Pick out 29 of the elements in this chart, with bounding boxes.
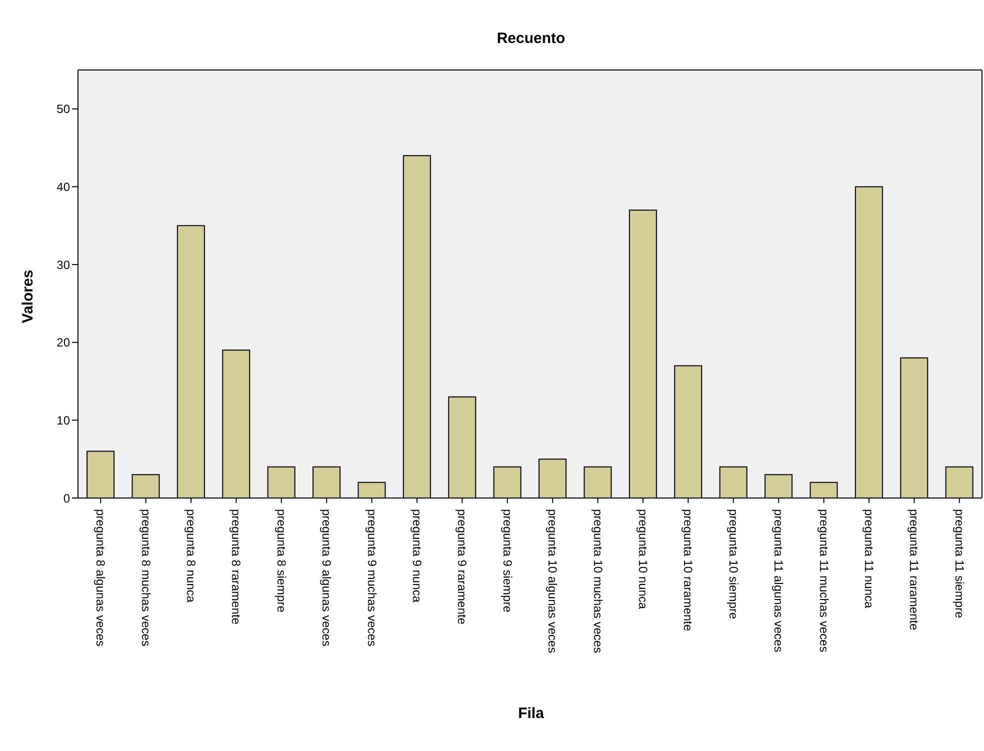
chart-title: Recuento — [496, 30, 566, 47]
y-tick-label: 10 — [56, 413, 70, 428]
x-tick-label: pregunta 8 nunca — [184, 509, 198, 603]
x-tick-label: pregunta 9 siempre — [500, 509, 514, 613]
x-tick-label: pregunta 10 algunas veces — [546, 509, 560, 654]
x-axis-title: Fila — [517, 705, 545, 722]
x-tick-label: pregunta 11 muchas veces — [816, 509, 831, 652]
x-tick-label: pregunta 8 algunas veces — [94, 509, 108, 646]
x-tick-label: pregunta 9 raramente — [455, 509, 470, 625]
x-tick-label: pregunta 10 siempre — [726, 509, 740, 620]
x-tick-label: pregunta 9 algunas veces — [320, 509, 334, 646]
x-tick-label: pregunta 11 algunas veces — [772, 509, 786, 652]
x-tick-label: pregunta 11 nunca — [862, 509, 876, 609]
x-tick-label: pregunta 8 raramente — [229, 509, 244, 625]
x-tick-label: pregunta 10 muchas veces — [590, 509, 605, 654]
x-tick-label: pregunta 9 muchas veces — [364, 509, 379, 646]
y-tick-label: 30 — [56, 258, 70, 272]
y-tick-label: 0 — [63, 491, 70, 506]
x-tick-label: pregunta 8 muchas veces — [138, 509, 153, 646]
x-tick-label: pregunta 10 nunca — [636, 509, 650, 610]
x-tick-label: pregunta 8 siempre — [274, 509, 288, 613]
x-tick-label: pregunta 10 raramente — [681, 509, 696, 632]
y-axis-title: Valores — [20, 268, 36, 326]
y-tick-label: 50 — [56, 102, 70, 116]
y-tick-label: 40 — [56, 180, 70, 194]
x-tick-label: pregunta 11 raramente — [907, 509, 922, 631]
y-tick-label: 20 — [56, 336, 70, 350]
x-tick-label: pregunta 11 siempre — [952, 509, 966, 619]
x-tick-label: pregunta 9 nunca — [410, 509, 424, 603]
